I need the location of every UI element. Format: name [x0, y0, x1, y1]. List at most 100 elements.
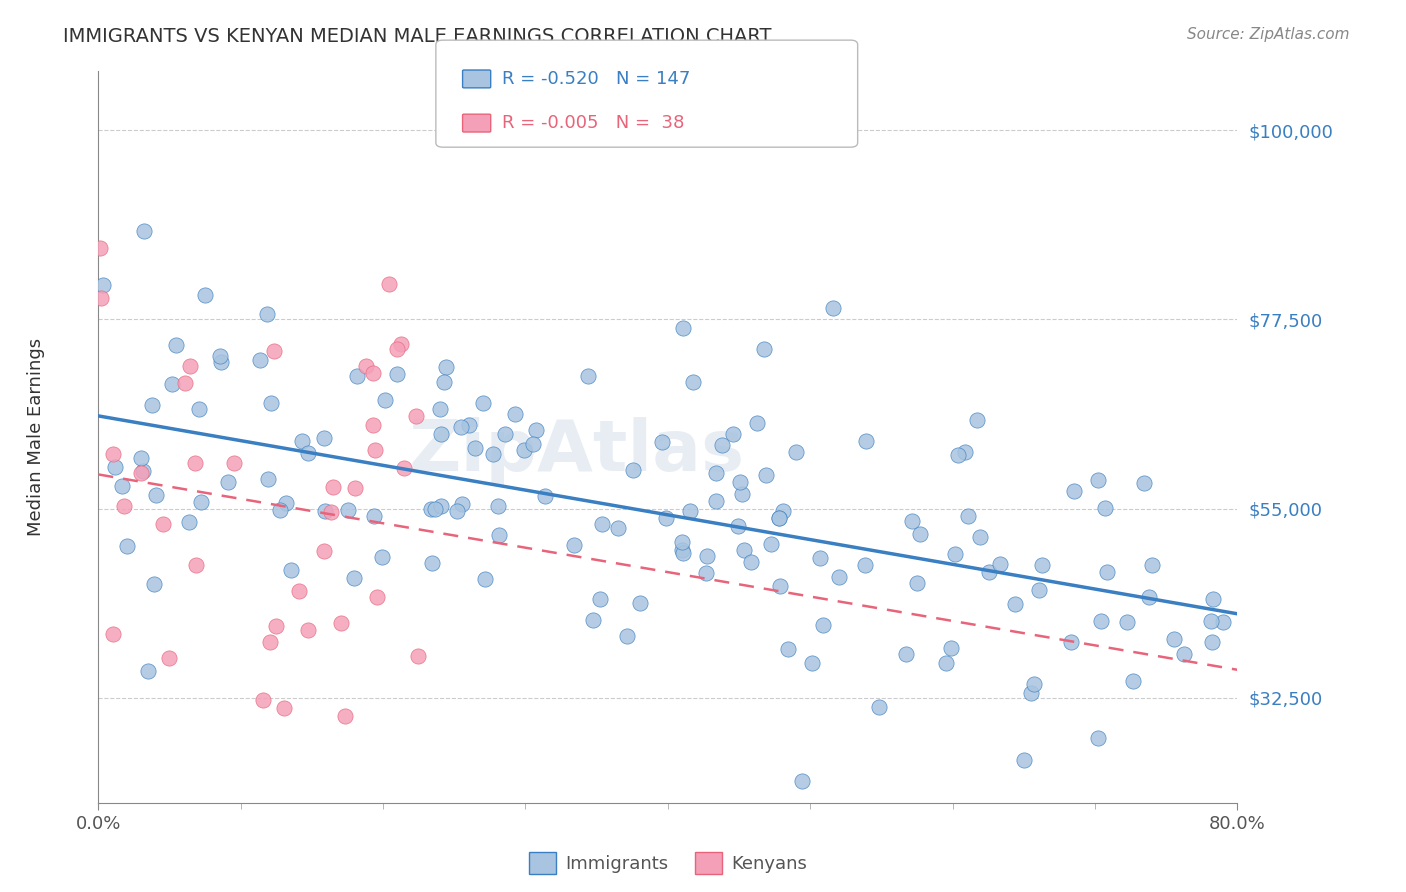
Immigrants [259, 396, 281, 410]
Immigrants [589, 592, 612, 607]
Immigrants [165, 338, 187, 352]
Immigrants [430, 500, 453, 514]
Immigrants [582, 613, 605, 627]
Immigrants [269, 503, 291, 517]
Immigrants [935, 656, 957, 670]
Immigrants [682, 375, 704, 389]
Immigrants [1199, 614, 1222, 628]
Immigrants [1202, 591, 1225, 606]
Immigrants [679, 504, 702, 518]
Immigrants [1173, 647, 1195, 661]
Immigrants [132, 464, 155, 478]
Kenyans [312, 544, 335, 558]
Kenyans [157, 651, 180, 665]
Immigrants [808, 551, 831, 566]
Kenyans [263, 343, 285, 358]
Text: R = -0.520   N = 147: R = -0.520 N = 147 [502, 70, 690, 88]
Kenyans [406, 649, 429, 664]
Immigrants [1097, 566, 1119, 580]
Immigrants [591, 516, 613, 531]
Immigrants [672, 546, 695, 560]
Immigrants [769, 579, 792, 593]
Immigrants [1094, 501, 1116, 516]
Immigrants [562, 538, 585, 552]
Immigrants [946, 448, 969, 462]
Kenyans [387, 342, 409, 356]
Immigrants [194, 287, 217, 301]
Immigrants [291, 434, 314, 448]
Immigrants [432, 375, 454, 389]
Immigrants [434, 360, 457, 375]
Immigrants [1122, 674, 1144, 689]
Text: Source: ZipAtlas.com: Source: ZipAtlas.com [1187, 27, 1350, 42]
Kenyans [329, 616, 352, 631]
Immigrants [280, 563, 302, 577]
Text: R = -0.005   N =  38: R = -0.005 N = 38 [502, 114, 685, 132]
Immigrants [1137, 590, 1160, 604]
Immigrants [314, 504, 336, 518]
Immigrants [711, 438, 734, 452]
Immigrants [420, 556, 443, 570]
Kenyans [101, 627, 124, 641]
Immigrants [733, 542, 755, 557]
Immigrants [671, 535, 693, 549]
Kenyans [252, 692, 274, 706]
Immigrants [446, 504, 468, 518]
Immigrants [1012, 753, 1035, 767]
Immigrants [217, 475, 239, 490]
Immigrants [628, 596, 651, 610]
Immigrants [1063, 484, 1085, 499]
Immigrants [728, 475, 751, 489]
Kenyans [354, 359, 377, 373]
Immigrants [813, 618, 835, 632]
Immigrants [695, 566, 717, 580]
Immigrants [336, 503, 359, 517]
Immigrants [343, 571, 366, 585]
Immigrants [374, 392, 396, 407]
Immigrants [276, 496, 298, 510]
Immigrants [111, 479, 134, 493]
Immigrants [1087, 473, 1109, 487]
Kenyans [343, 481, 366, 495]
Immigrants [623, 463, 645, 477]
Immigrants [474, 572, 496, 586]
Kenyans [363, 366, 385, 380]
Immigrants [768, 511, 790, 525]
Immigrants [486, 499, 509, 513]
Kenyans [363, 442, 385, 457]
Kenyans [222, 456, 245, 470]
Immigrants [512, 443, 534, 458]
Kenyans [389, 337, 412, 351]
Text: Median Male Earnings: Median Male Earnings [27, 338, 45, 536]
Kenyans [366, 590, 388, 604]
Kenyans [152, 517, 174, 532]
Legend: Immigrants, Kenyans: Immigrants, Kenyans [522, 845, 814, 881]
Immigrants [969, 531, 991, 545]
Immigrants [141, 398, 163, 412]
Immigrants [524, 423, 547, 437]
Kenyans [266, 619, 288, 633]
Immigrants [941, 641, 963, 656]
Immigrants [503, 407, 526, 421]
Kenyans [273, 701, 295, 715]
Immigrants [945, 548, 967, 562]
Immigrants [494, 426, 516, 441]
Immigrants [1132, 476, 1154, 491]
Kenyans [288, 583, 311, 598]
Immigrants [132, 224, 155, 238]
Immigrants [91, 278, 114, 293]
Kenyans [333, 708, 356, 723]
Immigrants [1115, 615, 1137, 629]
Immigrants [1087, 731, 1109, 746]
Immigrants [727, 519, 749, 533]
Immigrants [430, 427, 453, 442]
Immigrants [104, 459, 127, 474]
Immigrants [1142, 558, 1164, 572]
Immigrants [956, 508, 979, 523]
Immigrants [576, 369, 599, 384]
Immigrants [868, 700, 890, 714]
Immigrants [1031, 558, 1053, 573]
Immigrants [696, 549, 718, 564]
Immigrants [136, 664, 159, 678]
Kenyans [179, 359, 201, 373]
